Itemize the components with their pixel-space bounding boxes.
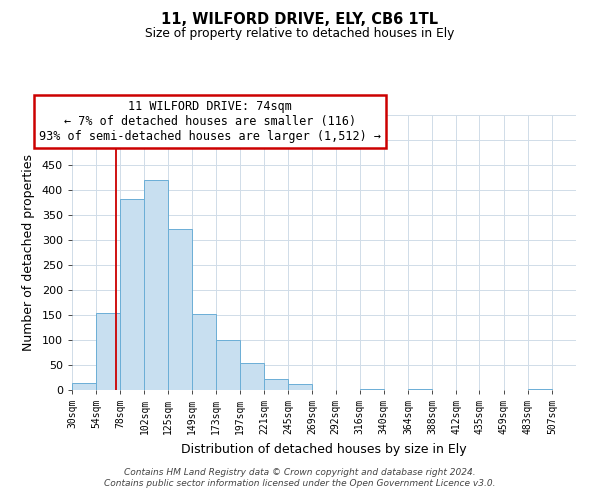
Bar (145, 180, 167, 390)
Bar (96, 312, 120, 390)
Text: Size of property relative to detached houses in Ely: Size of property relative to detached ho… (145, 28, 455, 40)
Text: Contains HM Land Registry data © Crown copyright and database right 2024.
Contai: Contains HM Land Registry data © Crown c… (104, 468, 496, 487)
Bar (192, 314, 216, 390)
Bar (167, 228, 192, 390)
Bar (408, 389, 432, 390)
Bar (72, 382, 96, 390)
Y-axis label: Number of detached properties: Number of detached properties (22, 154, 35, 351)
Bar (120, 198, 145, 390)
Bar (528, 389, 552, 390)
Text: 11 WILFORD DRIVE: 74sqm
← 7% of detached houses are smaller (116)
93% of semi-de: 11 WILFORD DRIVE: 74sqm ← 7% of detached… (39, 100, 381, 143)
Bar (216, 340, 240, 390)
Bar (264, 379, 288, 390)
Bar (288, 384, 313, 390)
Bar (360, 388, 384, 390)
Bar (240, 362, 264, 390)
X-axis label: Distribution of detached houses by size in Ely: Distribution of detached houses by size … (181, 442, 467, 456)
Text: 11, WILFORD DRIVE, ELY, CB6 1TL: 11, WILFORD DRIVE, ELY, CB6 1TL (161, 12, 439, 28)
